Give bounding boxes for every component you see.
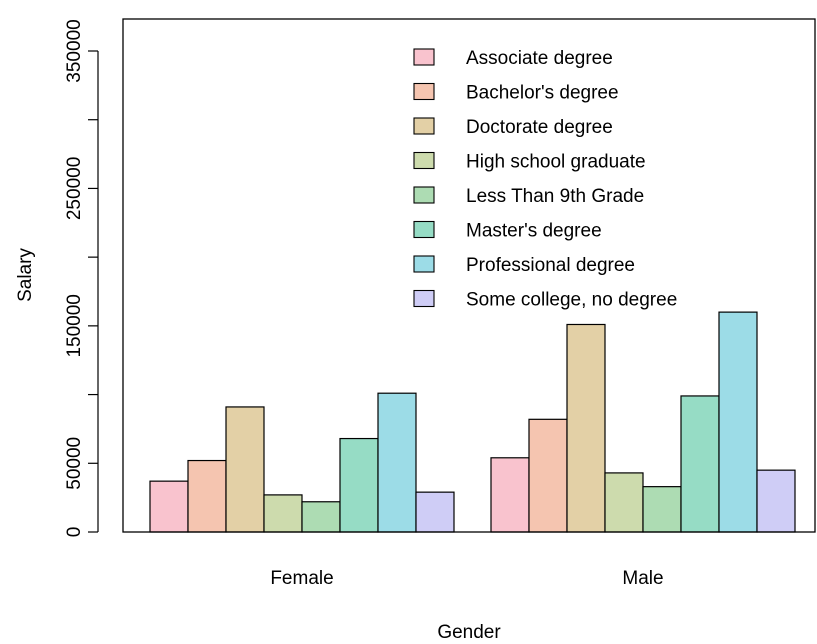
legend-label: Master's degree bbox=[466, 221, 602, 242]
bar-male-8 bbox=[756, 469, 796, 533]
legend-label: Less Than 9th Grade bbox=[466, 186, 644, 207]
bar-male-7 bbox=[718, 311, 758, 533]
bar-male-3 bbox=[566, 323, 606, 533]
bar-male-2 bbox=[528, 418, 568, 533]
legend-swatch bbox=[413, 151, 435, 170]
bars-layer bbox=[149, 311, 796, 533]
y-axis: 0 50000 150000 250000 350000 bbox=[64, 19, 99, 538]
bar-male-4 bbox=[604, 472, 644, 533]
legend-label: Doctorate degree bbox=[466, 117, 613, 138]
legend-swatch bbox=[413, 289, 435, 308]
legend-swatch bbox=[413, 48, 435, 66]
bar-female-1 bbox=[149, 480, 189, 533]
legend-swatch bbox=[413, 82, 435, 101]
plot-frame bbox=[122, 18, 816, 533]
y-axis-label: Salary bbox=[15, 248, 36, 302]
y-tick-label: 150000 bbox=[64, 294, 85, 357]
x-axis-label: Gender bbox=[437, 622, 501, 643]
bar-female-4 bbox=[263, 494, 303, 533]
bar-female-3 bbox=[225, 406, 265, 533]
legend-label: High school graduate bbox=[466, 152, 646, 173]
bar-female-8 bbox=[415, 491, 455, 533]
legend-swatch bbox=[413, 117, 435, 135]
bar-male-5 bbox=[642, 486, 682, 533]
legend-swatch bbox=[413, 220, 435, 239]
bar-male-6 bbox=[680, 395, 720, 533]
y-tick-label: 50000 bbox=[64, 437, 85, 490]
y-tick-label: 0 bbox=[64, 527, 85, 538]
y-tick-label: 350000 bbox=[64, 19, 85, 82]
legend-label: Professional degree bbox=[466, 255, 635, 276]
legend-label: Associate degree bbox=[466, 48, 613, 69]
legend-label: Bachelor's degree bbox=[466, 83, 619, 104]
x-tick-label: Female bbox=[270, 568, 333, 589]
legend: Associate degree Bachelor's degree Doctora… bbox=[413, 48, 677, 311]
bar-male-1 bbox=[490, 457, 530, 533]
x-tick-label: Male bbox=[622, 568, 663, 589]
bar-female-2 bbox=[187, 459, 227, 533]
legend-label: Some college, no degree bbox=[466, 290, 677, 311]
x-axis: Female Male bbox=[270, 568, 663, 589]
bar-female-6 bbox=[339, 437, 379, 533]
legend-swatch bbox=[413, 255, 435, 273]
y-tick-label: 250000 bbox=[64, 157, 85, 220]
legend-swatch bbox=[413, 186, 435, 204]
bar-female-5 bbox=[301, 501, 341, 533]
bar-female-7 bbox=[377, 392, 417, 533]
